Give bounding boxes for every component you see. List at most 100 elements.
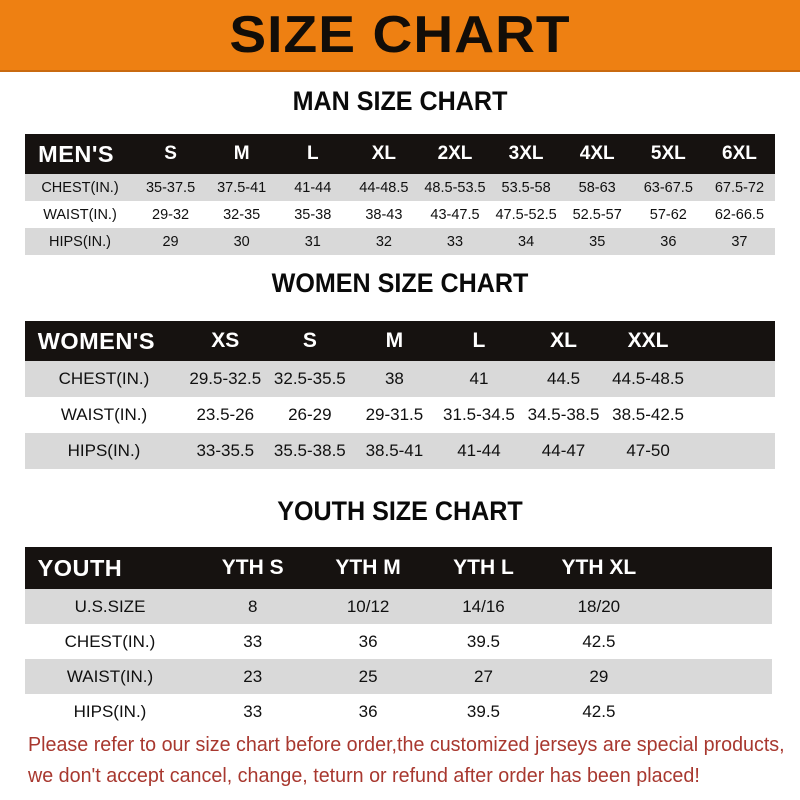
table-cell bbox=[690, 433, 775, 469]
table-cell: 41 bbox=[469, 369, 489, 388]
table-cell: 32-35 bbox=[223, 206, 261, 223]
column-header-empty bbox=[690, 321, 775, 361]
table-cell: 33-35.5 bbox=[196, 441, 255, 460]
table-cell: 37 bbox=[731, 233, 748, 250]
column-header-l: L bbox=[306, 143, 319, 164]
table-cell: 25 bbox=[358, 666, 378, 686]
row-label: HIPS(IN.) bbox=[73, 701, 147, 721]
table-cell: 44-48.5 bbox=[359, 179, 409, 196]
table-header-row: WOMEN'S XS S M L XL XXL bbox=[25, 321, 775, 361]
table-cell bbox=[690, 397, 775, 433]
column-header-4xl: 4XL bbox=[579, 143, 615, 164]
table-cell: 43-47.5 bbox=[430, 206, 480, 223]
table-corner-label: YOUTH bbox=[37, 554, 123, 581]
table-cell: 36 bbox=[358, 631, 378, 651]
youth-size-table: YOUTH YTH S YTH M YTH L YTH XL U.S.SIZE 8 10/12… bbox=[25, 547, 772, 729]
row-label: CHEST(IN.) bbox=[64, 631, 156, 651]
column-header-s: S bbox=[164, 143, 177, 164]
table-cell: 29-31.5 bbox=[365, 405, 424, 424]
table-cell: 14/16 bbox=[462, 596, 505, 616]
table-cell: 34 bbox=[518, 233, 535, 250]
man-section-title: MAN SIZE CHART bbox=[292, 86, 508, 116]
table-corner-label: WOMEN'S bbox=[37, 327, 156, 354]
table-cell: 29 bbox=[162, 233, 179, 250]
table-cell: 63-67.5 bbox=[643, 179, 693, 196]
table-cell: 35 bbox=[589, 233, 606, 250]
table-cell: 36 bbox=[358, 701, 378, 721]
table-cell: 62-66.5 bbox=[714, 206, 765, 223]
table-header-row: YOUTH YTH S YTH M YTH L YTH XL bbox=[25, 547, 772, 589]
table-cell: 34.5-38.5 bbox=[527, 405, 600, 424]
table-cell: 31 bbox=[304, 233, 321, 250]
table-row: HIPS(IN.) 29 30 31 32 33 34 35 36 37 bbox=[25, 228, 775, 255]
table-cell: 33 bbox=[243, 631, 263, 651]
table-cell: 32.5-35.5 bbox=[273, 369, 346, 388]
order-policy-note-line-2: we don't accept cancel, change, teturn o… bbox=[28, 765, 700, 787]
column-header-xxl: XXL bbox=[627, 329, 669, 352]
table-cell: 18/20 bbox=[577, 596, 621, 616]
table-cell: 41-44 bbox=[294, 179, 332, 196]
table-cell: 67.5-72 bbox=[714, 179, 765, 196]
man-size-table: MEN'S S M L XL 2XL 3XL 4XL 5XL 6XL CHEST(IN.) 35-37… bbox=[25, 134, 775, 255]
column-header-xl: XL bbox=[550, 329, 577, 352]
table-cell: 44.5 bbox=[546, 369, 581, 388]
column-header-2xl: 2XL bbox=[437, 143, 473, 164]
table-row: HIPS(IN.) 33 36 39.5 42.5 bbox=[25, 694, 772, 729]
table-row: CHEST(IN.) 29.5-32.5 32.5-35.5 38 41 44.5 44.5… bbox=[25, 361, 775, 397]
column-header-m: M bbox=[385, 329, 404, 352]
table-cell: 42.5 bbox=[582, 631, 616, 651]
page-banner: SIZE CHART bbox=[0, 0, 800, 72]
table-row: U.S.SIZE 8 10/12 14/16 18/20 bbox=[25, 589, 772, 624]
table-cell: 23.5-26 bbox=[196, 405, 255, 424]
row-label: HIPS(IN.) bbox=[67, 441, 141, 460]
table-cell: 48.5-53.5 bbox=[424, 179, 486, 196]
table-cell: 53.5-58 bbox=[501, 179, 551, 196]
table-cell: 8 bbox=[247, 596, 258, 616]
table-cell: 41-44 bbox=[457, 441, 501, 460]
table-cell: 38 bbox=[384, 369, 404, 388]
table-cell: 10/12 bbox=[346, 596, 390, 616]
table-cell bbox=[657, 624, 772, 659]
table-row: HIPS(IN.) 33-35.5 35.5-38.5 38.5-41 41-44 44-… bbox=[25, 433, 775, 469]
column-header-xl: XL bbox=[371, 143, 397, 164]
table-cell: 36 bbox=[660, 233, 677, 250]
table-cell: 57-62 bbox=[649, 206, 687, 223]
table-cell: 42.5 bbox=[582, 701, 616, 721]
column-header-yth-xl: YTH XL bbox=[561, 556, 637, 579]
order-policy-note-line-1: Please refer to our size chart before or… bbox=[28, 734, 785, 756]
table-cell: 26-29 bbox=[288, 405, 332, 424]
table-cell: 31.5-34.5 bbox=[443, 405, 515, 424]
table-cell: 35-37.5 bbox=[145, 179, 196, 196]
table-cell: 35-38 bbox=[294, 206, 332, 223]
table-cell: 35.5-38.5 bbox=[273, 441, 346, 460]
table-cell: 39.5 bbox=[466, 701, 501, 721]
row-label: WAIST(IN.) bbox=[66, 666, 154, 686]
row-label: CHEST(IN.) bbox=[58, 369, 150, 388]
table-row: WAIST(IN.) 23.5-26 26-29 29-31.5 31.5-34.5 34… bbox=[25, 397, 775, 433]
table-cell: 32 bbox=[375, 233, 392, 250]
table-cell: 38.5-42.5 bbox=[612, 405, 685, 424]
row-label: U.S.SIZE bbox=[74, 596, 146, 616]
table-cell: 44.5-48.5 bbox=[612, 369, 685, 388]
table-corner-label: MEN'S bbox=[38, 140, 115, 167]
table-cell: 37.5-41 bbox=[217, 179, 267, 196]
table-cell: 33 bbox=[243, 701, 263, 721]
column-header-yth-s: YTH S bbox=[221, 556, 284, 579]
column-header-5xl: 5XL bbox=[650, 143, 686, 164]
table-row: WAIST(IN.) 23 25 27 29 bbox=[25, 659, 772, 694]
table-row: WAIST(IN.) 29-32 32-35 35-38 38-43 43-47.5 47.… bbox=[25, 201, 775, 228]
table-cell: 47.5-52.5 bbox=[495, 206, 557, 223]
table-cell: 33 bbox=[446, 233, 464, 250]
page-title: SIZE CHART bbox=[229, 6, 571, 64]
table-cell: 29.5-32.5 bbox=[189, 369, 262, 388]
column-header-6xl: 6XL bbox=[722, 143, 757, 164]
row-label: WAIST(IN.) bbox=[60, 405, 148, 424]
column-header-yth-m: YTH M bbox=[335, 556, 401, 579]
table-cell: 30 bbox=[233, 233, 250, 250]
table-header-row: MEN'S S M L XL 2XL 3XL 4XL 5XL 6XL bbox=[25, 134, 775, 174]
table-cell: 38.5-41 bbox=[365, 441, 424, 460]
table-cell bbox=[657, 694, 772, 729]
table-cell bbox=[657, 589, 772, 624]
column-header-s: S bbox=[302, 329, 317, 352]
table-cell bbox=[690, 361, 775, 397]
